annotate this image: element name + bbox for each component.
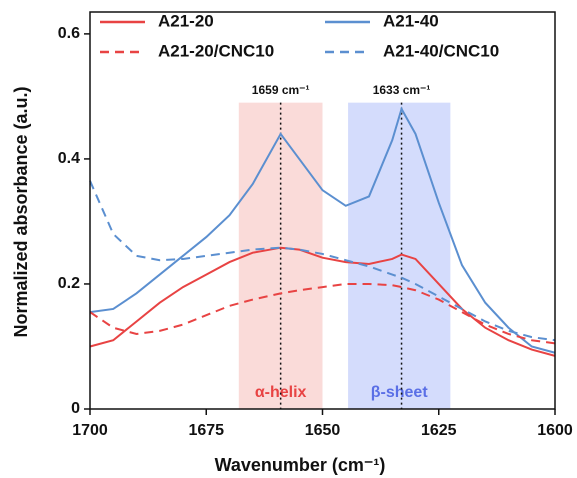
y-tick-label: 0.4 bbox=[58, 150, 80, 167]
x-tick-label: 1625 bbox=[421, 422, 457, 439]
x-tick-label: 1650 bbox=[305, 422, 341, 439]
legend-label: A21-40/CNC10 bbox=[383, 41, 499, 60]
line bbox=[89, 282, 556, 345]
y-tick-label: 0 bbox=[71, 400, 80, 417]
x-tick-label: 1600 bbox=[537, 422, 573, 439]
line bbox=[89, 106, 556, 354]
region-label: β-sheet bbox=[371, 384, 429, 401]
x-tick-label: 1675 bbox=[188, 422, 224, 439]
legend-label: A21-20 bbox=[158, 11, 214, 30]
legend-label: A21-40 bbox=[383, 11, 439, 30]
y-tick-label: 0.2 bbox=[58, 275, 80, 292]
y-axis-title: Normalized absorbance (a.u.) bbox=[11, 86, 31, 337]
legend-label: A21-20/CNC10 bbox=[158, 41, 274, 60]
line bbox=[89, 246, 556, 357]
line bbox=[89, 180, 556, 342]
annotation-label: 1633 cm⁻¹ bbox=[373, 83, 431, 97]
x-axis-title: Wavenumber (cm⁻¹) bbox=[215, 455, 386, 475]
y-tick-label: 0.6 bbox=[58, 25, 80, 42]
annotation-label: 1659 cm⁻¹ bbox=[252, 83, 310, 97]
x-tick-label: 1700 bbox=[72, 422, 108, 439]
